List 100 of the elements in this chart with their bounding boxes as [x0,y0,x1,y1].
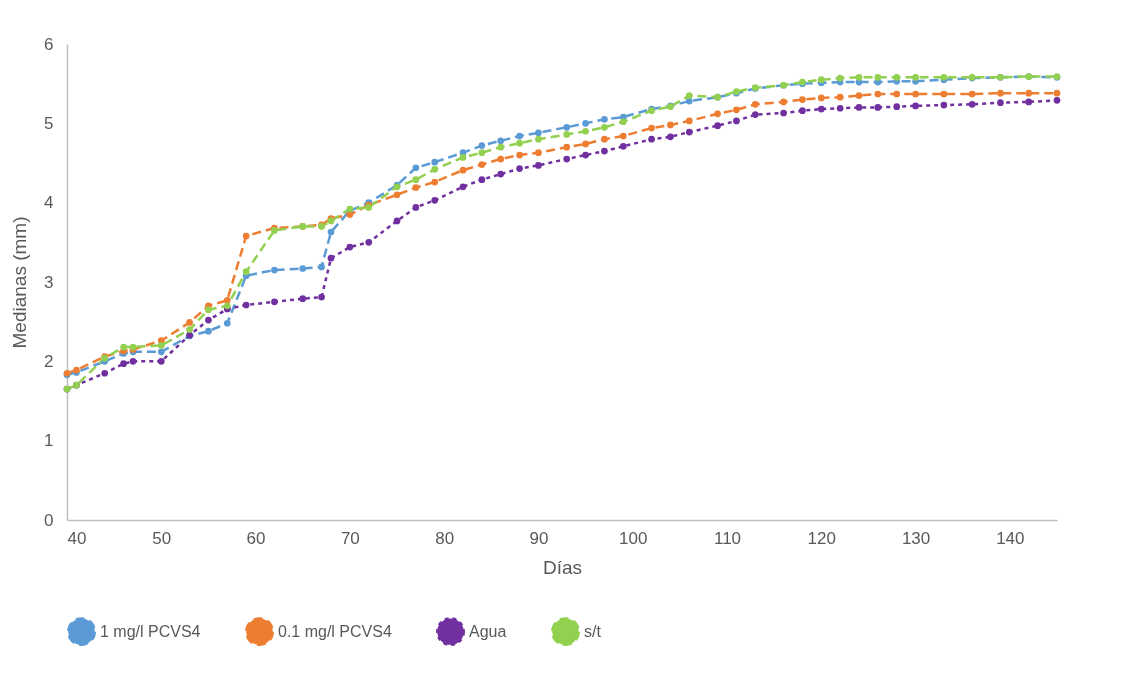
x-tick-label: 100 [619,528,648,548]
point [205,316,212,324]
point [535,129,542,137]
point [412,184,420,191]
x-tick-label: 120 [807,528,836,548]
point [535,149,542,157]
point [431,166,439,173]
point [836,74,844,82]
point [582,140,589,148]
point [619,118,627,126]
point [412,176,420,184]
point [601,123,608,131]
x-tick-label: 110 [713,528,742,548]
point [223,319,231,327]
y-tick-label: 4 [44,193,54,213]
y-tick-label: 6 [44,34,54,54]
point [997,99,1004,107]
point [733,117,740,125]
point [780,98,787,106]
y-tick-label: 0 [44,510,54,530]
point [271,266,278,274]
point [459,154,467,161]
point [582,151,589,159]
point [535,162,542,169]
point [685,117,693,125]
point [601,116,608,123]
point [431,196,439,204]
point [714,122,721,130]
point [242,301,250,309]
point [186,326,193,333]
point [1025,89,1033,97]
point [120,343,127,351]
point [836,104,844,112]
point [648,135,655,143]
x-axis-title: Días [542,556,583,578]
point [733,106,740,114]
point [968,90,976,98]
point [327,228,335,236]
point [478,161,486,168]
point [685,92,693,99]
point [346,211,354,218]
point [968,100,976,108]
point [299,295,307,303]
point [393,191,401,199]
y-axis-title: Medianas (mm) [9,216,31,349]
point [667,133,674,141]
point [516,151,523,159]
point [478,149,486,157]
point [582,119,589,127]
point [648,124,655,132]
point [459,183,467,191]
point [157,357,165,365]
point [327,254,335,262]
point [242,268,250,276]
point [101,369,109,377]
point [940,90,948,98]
point [318,293,325,301]
point [186,319,193,326]
point [205,306,212,314]
point [619,142,627,150]
point [799,96,806,103]
point [874,90,882,98]
point [751,100,759,108]
point [751,111,759,118]
point [299,265,307,272]
point [563,155,571,163]
point [497,143,505,151]
point [855,92,863,99]
point [497,170,505,178]
point [601,147,608,155]
point [912,73,919,81]
y-tick-label: 5 [44,113,54,133]
point [205,327,212,335]
point [318,263,325,271]
point [478,176,486,184]
point [1053,89,1061,97]
point [780,109,787,117]
point [271,298,278,306]
point [412,164,420,172]
point [497,137,505,145]
point [619,132,627,140]
point [516,132,523,140]
point [516,165,523,172]
point [535,135,542,143]
legend-label: Agua [469,622,507,640]
legend-label: s/t [584,622,602,640]
point [912,102,919,110]
point [912,90,919,98]
point [817,105,825,113]
point [874,73,882,81]
x-tick-label: 60 [246,528,266,548]
point [129,357,137,365]
x-tick-label: 50 [152,528,172,548]
point [1053,96,1061,104]
point [940,101,948,109]
point [431,178,439,186]
point [836,93,844,101]
legend-label: 1 mg/l PCVS4 [100,622,201,640]
y-tick-label: 1 [44,431,54,451]
point [365,238,373,246]
